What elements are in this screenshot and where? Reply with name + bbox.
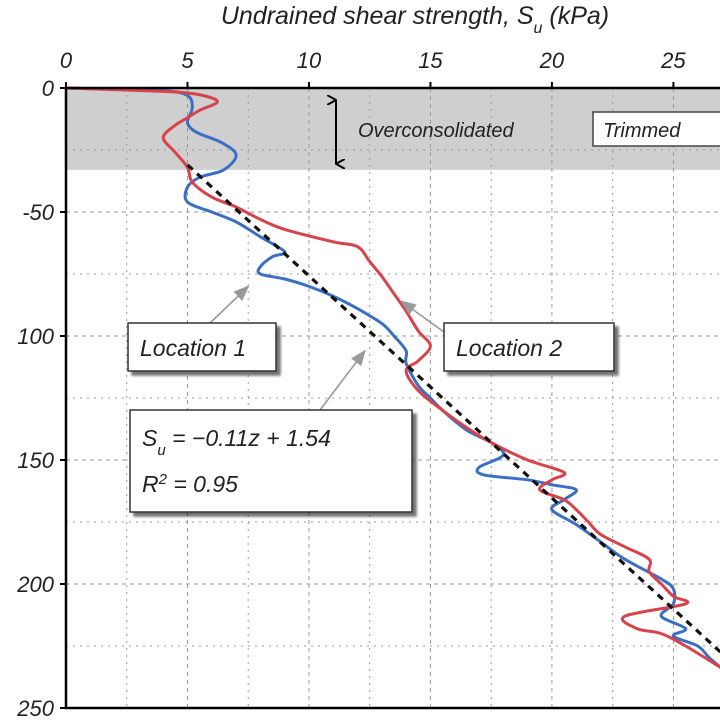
callout-text: Location 1 [140, 335, 246, 361]
callout-subscript: u [157, 442, 166, 459]
trimmed-label-box [592, 111, 720, 147]
series-layer [64, 86, 720, 669]
x-tick-label: 0 [60, 48, 73, 73]
callout-box [127, 322, 277, 372]
y-tick-label: 250 [16, 696, 54, 720]
series-line-location-1 [64, 86, 720, 669]
trimmed-label: Trimmed [603, 120, 681, 142]
callout-symbol: R [142, 471, 159, 497]
x-tick-label: 15 [418, 48, 443, 73]
callout-rest: = −0.11z + 1.54 [166, 425, 331, 451]
callout-superscript: 2 [158, 471, 168, 488]
callout-box [129, 409, 413, 513]
x-axis-title-symbol: S [517, 2, 534, 30]
callout-text: R2 = 0.95 [142, 471, 238, 498]
callout-text: Su = −0.11z + 1.54 [142, 425, 331, 459]
y-tick-label: 150 [17, 448, 54, 473]
callout-leader-arrow [399, 300, 445, 333]
y-tick-label: 0 [42, 76, 55, 101]
trend-line [186, 163, 720, 654]
y-tick-label: -50 [22, 200, 55, 225]
annotation-layer: Overconsolidated Trimmed Location 1 Locatio… [127, 100, 720, 513]
callout-leader-arrow [209, 285, 250, 324]
x-axis-title-subscript: u [534, 20, 543, 37]
x-axis-title-main: Undrained shear strength, [221, 2, 517, 30]
overconsolidated-label: Overconsolidated [358, 120, 515, 142]
frame-layer [64, 86, 720, 710]
y-tick-label: 200 [16, 572, 54, 597]
callout-symbol: S [142, 425, 158, 451]
x-tick-label: 20 [539, 48, 565, 73]
series-line-location-2 [64, 86, 720, 669]
callout-rest: = 0.95 [167, 471, 238, 497]
regression-equation-callout: Su = −0.11z + 1.54 R2 = 0.95 [129, 349, 413, 513]
plot-frame [64, 86, 720, 710]
x-axis-title-unit: (kPa) [542, 2, 609, 30]
trend-line-layer [186, 163, 720, 654]
x-tick-label: 25 [660, 48, 686, 73]
x-axis-title: Undrained shear strength, Su (kPa) [221, 2, 609, 37]
callout-box [443, 322, 615, 372]
callout-leader-arrow [319, 349, 366, 411]
y-tick-label: 100 [17, 324, 54, 349]
location-2-callout: Location 2 [399, 300, 615, 372]
callout-text: Location 2 [456, 335, 562, 361]
x-tick-label: 10 [297, 48, 322, 73]
x-tick-label: 5 [181, 48, 194, 73]
grid-layer [66, 88, 720, 708]
location-1-callout: Location 1 [127, 285, 277, 372]
